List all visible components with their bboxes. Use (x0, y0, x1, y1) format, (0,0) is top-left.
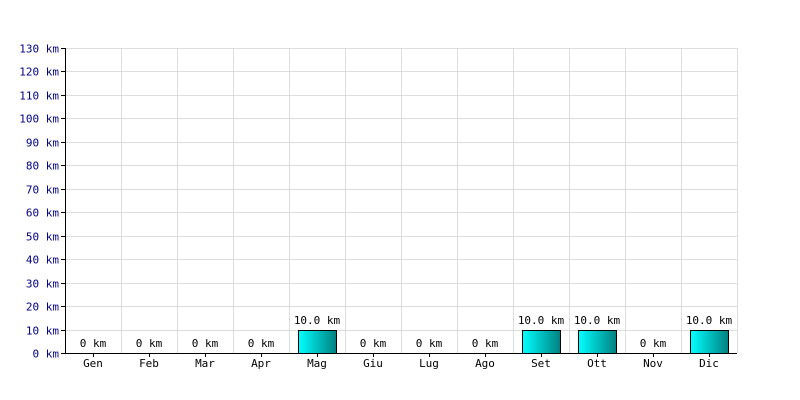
grid (65, 48, 738, 353)
y-tick-label: 0 km (33, 348, 60, 361)
y-tick-label: 40 km (26, 254, 59, 267)
data-label: 0 km (360, 337, 387, 350)
data-label: 0 km (192, 337, 219, 350)
x-tick-label: Giu (363, 357, 383, 370)
y-tick-label: 50 km (26, 231, 59, 244)
data-label: 10.0 km (518, 314, 565, 327)
data-label: 0 km (472, 337, 499, 350)
x-tick-label: Ago (475, 357, 495, 370)
x-tick-label: Dic (699, 357, 719, 370)
x-tick-label: Mag (307, 357, 327, 370)
y-tick-label: 60 km (26, 207, 59, 220)
y-tick-label: 30 km (26, 278, 59, 291)
axes (61, 48, 737, 357)
x-tick-label: Nov (643, 357, 663, 370)
data-label: 10.0 km (574, 314, 621, 327)
bars (298, 330, 729, 354)
y-tick-label: 80 km (26, 160, 59, 173)
data-label: 0 km (80, 337, 107, 350)
x-tick-label: Apr (251, 357, 271, 370)
data-label: 10.0 km (294, 314, 341, 327)
data-label: 0 km (136, 337, 163, 350)
labels: 0 km 10 km 20 km 30 km 40 km 50 km 60 km 70 km 8… (19, 43, 732, 371)
y-tick-label: 20 km (26, 301, 59, 314)
x-tick-label: Ott (587, 357, 607, 370)
x-tick-label: Feb (139, 357, 159, 370)
bar-mag (298, 330, 337, 354)
y-tick-label: 130 km (19, 43, 59, 56)
bar-ott (578, 330, 617, 354)
y-tick-label: 100 km (19, 113, 59, 126)
y-tick-label: 120 km (19, 66, 59, 79)
y-tick-label: 90 km (26, 137, 59, 150)
y-tick-label: 70 km (26, 184, 59, 197)
y-tick-label: 10 km (26, 325, 59, 338)
bar-dic (690, 330, 729, 354)
x-tick-label: Mar (195, 357, 215, 370)
x-tick-label: Lug (419, 357, 439, 370)
data-label: 0 km (248, 337, 275, 350)
data-label: 0 km (416, 337, 443, 350)
bar-set (522, 330, 561, 354)
data-label: 0 km (640, 337, 667, 350)
data-label: 10.0 km (686, 314, 733, 327)
y-tick-label: 110 km (19, 90, 59, 103)
x-tick-label: Gen (83, 357, 103, 370)
x-tick-label: Set (531, 357, 551, 370)
